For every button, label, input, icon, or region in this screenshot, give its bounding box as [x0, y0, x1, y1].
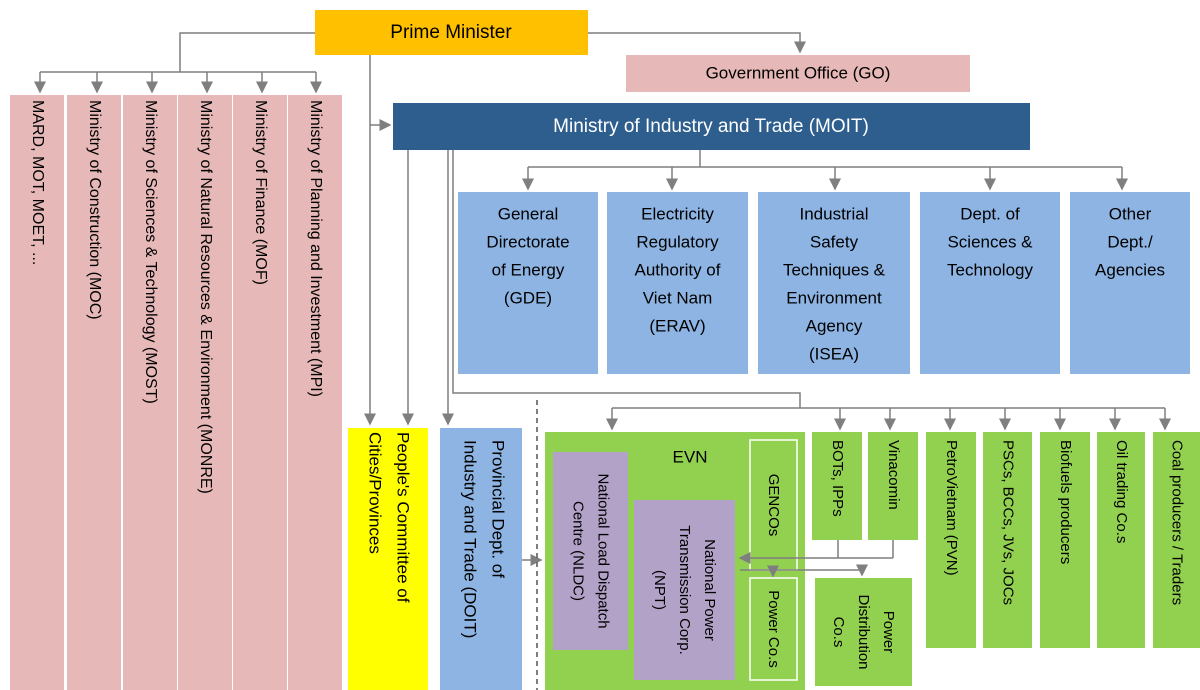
- inner-connectors: [740, 540, 894, 578]
- market-actor-box: [983, 432, 1032, 648]
- power-distribution-box: [815, 578, 912, 686]
- agency-label: Dept. of: [960, 204, 1020, 223]
- agency-label: Sciences &: [947, 232, 1033, 251]
- connectors: [34, 32, 1171, 690]
- agency-label: (ISEA): [809, 344, 859, 363]
- ministry-box: [123, 95, 177, 690]
- prime-minister-box: [315, 10, 588, 55]
- ministry: Ministry of Finance (MOF): [252, 100, 269, 285]
- government-office: Government Office (GO): [706, 63, 891, 82]
- market-actor-box: [926, 432, 976, 648]
- ministry: Ministry of Construction (MOC): [86, 100, 103, 320]
- power-distribution: Co.s: [830, 617, 847, 648]
- agency-label: Regulatory: [636, 232, 719, 251]
- agency-label: Techniques &: [783, 260, 886, 279]
- power-cos: Power Co.s: [765, 590, 782, 668]
- boxes: [10, 10, 1200, 690]
- agency-box: [458, 192, 598, 374]
- power-distribution: Distribution: [855, 594, 872, 669]
- agency-label: of Energy: [492, 260, 565, 279]
- nldc-box: [553, 452, 628, 650]
- prime-minister: Prime Minister: [390, 22, 512, 43]
- moit-box: [393, 103, 1030, 150]
- ministry: Ministry of Natural Resources & Environm…: [197, 100, 214, 494]
- gencos: GENCOs: [765, 474, 782, 537]
- government-office-box: [626, 55, 970, 92]
- market-actor: PetroVietnam (PVN): [943, 440, 960, 576]
- market-actor-box: [1040, 432, 1090, 648]
- market-actor-box: [1097, 432, 1145, 648]
- market-actor: Biofuels producers: [1057, 440, 1074, 564]
- peoples-committee: People's Committee of: [394, 432, 413, 603]
- ministry-box: [178, 95, 232, 690]
- agency-label: Safety: [810, 232, 859, 251]
- market-actor: Vinacomin: [885, 440, 902, 510]
- agency-label: Dept./: [1107, 232, 1153, 251]
- market-actor-box: [868, 432, 918, 540]
- agency-label: Other: [1109, 204, 1152, 223]
- agency-box: [758, 192, 910, 374]
- agency-label: Agency: [806, 316, 863, 335]
- labels: Prime Minister Government Office (GO) MARD…: [29, 22, 1186, 670]
- agency-label: Directorate: [486, 232, 569, 251]
- peoples-committee-box: [348, 428, 428, 690]
- agency-box: [1070, 192, 1190, 374]
- evn-title: EVN: [673, 447, 708, 466]
- market-actor: Oil trading Co.s: [1113, 440, 1130, 543]
- agency-label: (ERAV): [649, 316, 705, 335]
- power-distribution: Power: [880, 611, 897, 654]
- ministry: Ministry of Planning and Investment (MPI…: [307, 100, 324, 397]
- market-actor: Coal producers / Traders: [1169, 440, 1186, 605]
- agency-label: Agencies: [1095, 260, 1165, 279]
- market-actor-box: [1153, 432, 1200, 648]
- doit: Provincial Dept. of: [489, 440, 508, 578]
- doit-box: [440, 428, 522, 690]
- agency-label: Authority of: [635, 260, 721, 279]
- nldc: Centre (NLDC): [570, 501, 587, 601]
- power-cos-box: [749, 577, 798, 681]
- market-actor: BOTs, IPPs: [829, 440, 846, 517]
- agency-label: (GDE): [504, 288, 552, 307]
- agency-box: [607, 192, 748, 374]
- agency-label: Industrial: [800, 204, 869, 223]
- agency-label: Environment: [786, 288, 882, 307]
- nldc: National Load Dispatch: [595, 473, 612, 628]
- doit: Industry and Trade (DOIT): [461, 440, 480, 638]
- agency-label: Viet Nam: [643, 288, 713, 307]
- ministry-box: [10, 95, 64, 690]
- ministry-box: [67, 95, 121, 690]
- moit: Ministry of Industry and Trade (MOIT): [553, 116, 869, 137]
- agency-label: Technology: [947, 260, 1034, 279]
- npt: National Power: [701, 539, 718, 641]
- market-actor-box: [812, 432, 862, 540]
- npt: (NPT): [651, 570, 668, 610]
- peoples-committee: Cities/Provinces: [366, 432, 385, 554]
- market-actor: PSCs, BCCs, JVs, JOCs: [1000, 440, 1017, 605]
- npt-box: [634, 500, 735, 680]
- agency-label: General: [498, 204, 558, 223]
- ministry: Ministry of Sciences & Technology (MOST): [142, 100, 159, 404]
- ministry-box: [233, 95, 287, 690]
- npt: Transmission Corp.: [676, 525, 693, 654]
- agency-label: Electricity: [641, 204, 714, 223]
- agency-box: [920, 192, 1060, 374]
- ministry: MARD, MOT, MOET, ...: [29, 100, 46, 265]
- ministry-box: [288, 95, 342, 690]
